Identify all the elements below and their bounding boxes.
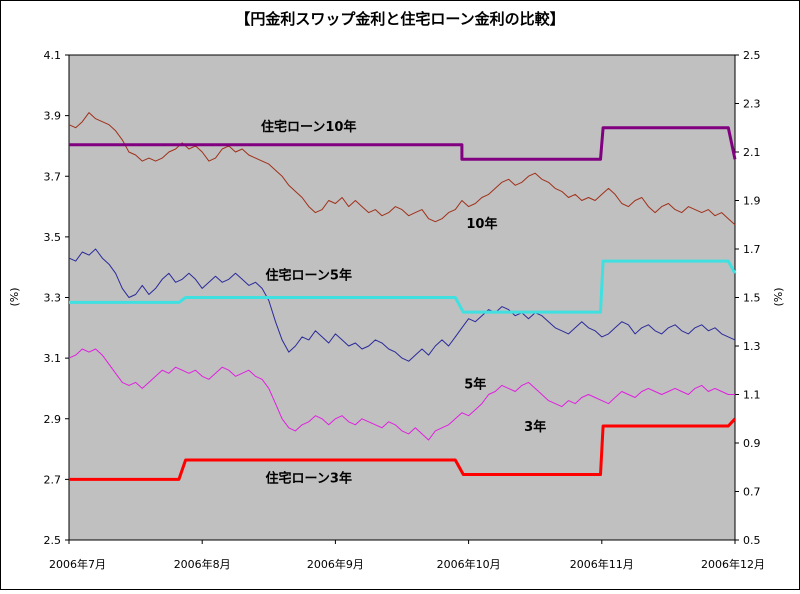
y-right-tick-label: 1.7: [743, 243, 761, 256]
y-left-tick-label: 2.5: [44, 534, 62, 547]
series-annotation: 住宅ローン3年: [266, 470, 352, 486]
y-left-tick-label: 2.9: [44, 413, 62, 426]
x-tick-label: 2006年11月: [570, 557, 634, 571]
y-left-tick-label: 3.3: [44, 292, 62, 305]
y-right-tick-label: 0.7: [743, 486, 761, 499]
y-right-tick-label: 1.3: [743, 340, 761, 353]
y-right-tick-label: 0.5: [743, 534, 761, 547]
y-left-tick-label: 3.5: [44, 231, 62, 244]
y-right-tick-label: 0.9: [743, 437, 761, 450]
y-left-tick-label: 3.7: [44, 170, 62, 183]
series-annotation: 住宅ローン5年: [266, 267, 352, 283]
series-annotation: 3年: [524, 419, 546, 435]
x-tick-label: 2006年9月: [307, 557, 364, 571]
y-right-tick-label: 1.1: [743, 389, 761, 402]
series-line-住宅ローン10年: [69, 126, 737, 161]
axes-layer: 4.1 3.9 3.7 3.5 3.3 3.1 2.9 2.7 2.5 2.5 2.3 2.1 1.9 1…: [44, 49, 766, 571]
y-left-tick-label: 4.1: [44, 49, 62, 62]
y-left-tick-label: 2.7: [44, 473, 62, 486]
series-annotation: 住宅ローン10年: [261, 119, 356, 135]
y-left-tick-label: 3.1: [44, 352, 62, 365]
series-layer: [68, 112, 737, 481]
y-right-tick-label: 2.1: [743, 146, 761, 159]
series-line-5年: [68, 248, 736, 362]
x-tick-label: 2006年8月: [174, 557, 231, 571]
series-line-3年: [68, 348, 735, 441]
chart-title: 【円金利スワップ金利と住宅ローン金利の比較】: [235, 10, 564, 28]
x-tick-label: 2006年7月: [49, 557, 106, 571]
y-right-tick-label: 2.5: [743, 49, 761, 62]
series-annotation: 5年: [464, 376, 486, 392]
x-tick-label: 2006年12月: [701, 557, 765, 571]
series-line-住宅ローン5年: [69, 259, 737, 314]
x-tick-label: 2006年10月: [437, 557, 501, 571]
y-left-tick-label: 3.9: [44, 110, 62, 123]
y-axis-left-label: (%): [8, 287, 21, 306]
y-right-tick-label: 1.9: [743, 195, 761, 208]
y-axis-right-label: (%): [772, 287, 785, 306]
y-right-tick-label: 1.5: [743, 292, 761, 305]
y-right-tick-label: 2.3: [743, 98, 761, 111]
series-annotation: 10年: [466, 216, 497, 232]
series-line-住宅ローン3年: [69, 417, 737, 481]
